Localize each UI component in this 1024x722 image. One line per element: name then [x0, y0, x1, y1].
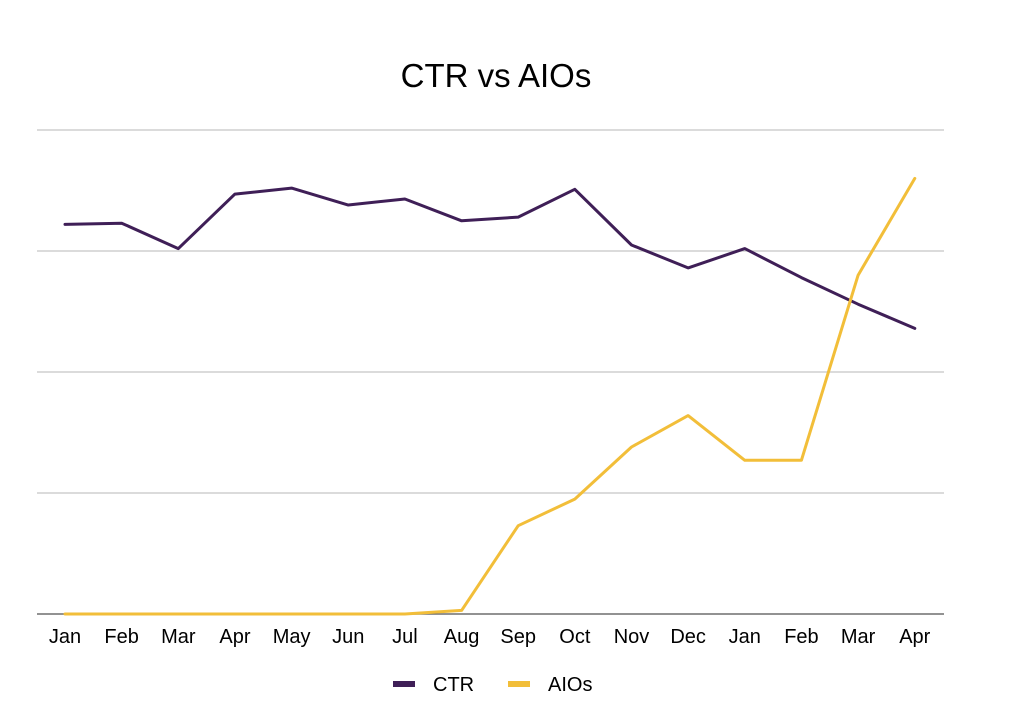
series-line-aios [63, 176, 917, 616]
legend: CTR AIOs [393, 674, 592, 696]
x-tick-label: Sep [500, 626, 536, 648]
x-tick-label: Oct [559, 626, 591, 648]
x-tick-label: Jan [729, 626, 761, 648]
x-tick-label: May [273, 626, 311, 648]
x-tick-label: Jun [332, 626, 364, 648]
legend-swatch [393, 681, 415, 687]
legend-label: AIOs [548, 674, 592, 696]
x-tick-label: Feb [104, 626, 138, 648]
x-tick-label: Mar [161, 626, 196, 648]
x-tick-label: Nov [614, 626, 650, 648]
legend-label: CTR [433, 674, 474, 696]
x-axis-ticks: Jan Feb Mar Apr May Jun Jul Aug Sep Oct Nov Dec Jan F… [49, 626, 931, 648]
series-lines [63, 176, 917, 616]
chart-title: CTR vs AIOs [401, 57, 592, 94]
gridlines [37, 129, 944, 615]
x-tick-label: Jan [49, 626, 81, 648]
x-tick-label: Aug [444, 626, 480, 648]
series-line-ctr [63, 186, 917, 330]
x-tick-label: Apr [219, 626, 250, 648]
x-tick-label: Feb [784, 626, 818, 648]
x-tick-label: Jul [392, 626, 418, 648]
x-tick-label: Apr [899, 626, 930, 648]
x-tick-label: Dec [670, 626, 706, 648]
legend-swatch [508, 681, 530, 687]
x-tick-label: Mar [841, 626, 876, 648]
